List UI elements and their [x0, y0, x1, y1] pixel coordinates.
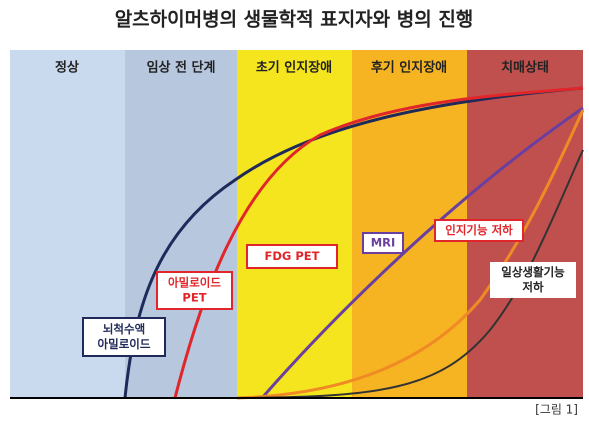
marker-box — [82, 317, 166, 357]
marker-label: FDG PET — [265, 249, 320, 263]
stage-label: 정상 — [55, 60, 79, 76]
marker-box — [434, 219, 524, 242]
band — [237, 50, 352, 398]
marker-label: 일상생활기능 — [501, 265, 565, 279]
stage-label: 임상 전 단계 — [147, 60, 216, 76]
marker-box — [490, 262, 576, 298]
curve — [260, 106, 584, 399]
marker-label: 아밀로이드 — [98, 337, 151, 351]
marker-label: 인지기능 저하 — [445, 223, 513, 237]
title: 알츠하이머병의 생물학적 표지자와 병의 진행 — [115, 9, 474, 31]
marker-label: 뇌척수액 — [103, 322, 145, 336]
marker-box — [156, 271, 233, 310]
marker-box — [246, 244, 338, 269]
curve — [123, 86, 584, 399]
marker-label: MRI — [371, 236, 396, 250]
marker-label: 저하 — [522, 280, 544, 294]
stage-label: 후기 인지장애 — [371, 60, 447, 76]
stage-label: 치매상태 — [501, 60, 549, 76]
stage-label: 초기 인지장애 — [256, 60, 332, 76]
curve — [236, 149, 584, 399]
marker-label: 아밀로이드 — [168, 276, 221, 290]
marker-box — [362, 232, 404, 254]
curve — [236, 109, 585, 400]
marker-label: PET — [182, 291, 206, 305]
caption: [그림 1] — [535, 403, 578, 417]
